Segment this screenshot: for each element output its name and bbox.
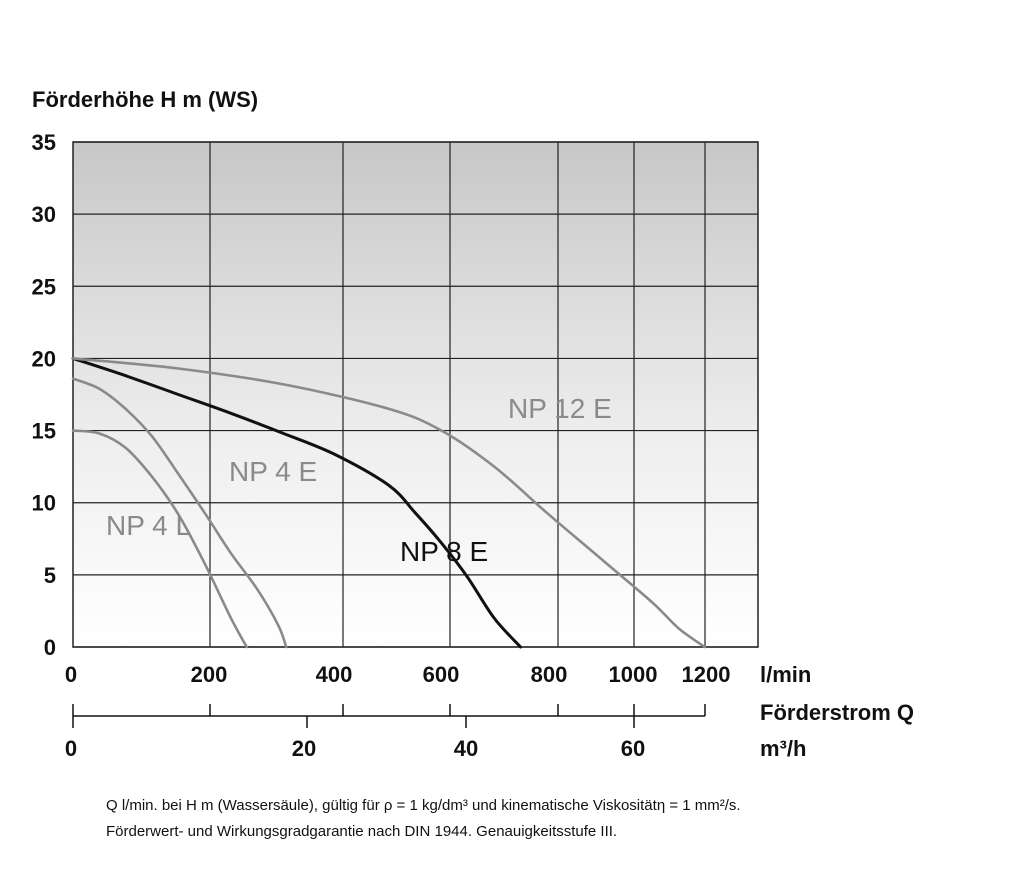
series-line-np-8-e [71, 356, 522, 649]
label-np-4-e: NP 4 E [229, 456, 317, 487]
x-tick-label-primary: 200 [191, 662, 228, 687]
x-unit-secondary: m³/h [760, 736, 806, 761]
y-tick-label: 10 [32, 491, 56, 516]
series-line-np-4-l [71, 429, 248, 649]
series-line-np-4-e [71, 377, 288, 649]
label-np-8-e: NP 8 E [400, 536, 488, 567]
label-np-12-e: NP 12 E [508, 393, 612, 424]
x-axis-secondary: 0 20 40 60 [65, 704, 706, 761]
y-tick-label: 20 [32, 346, 56, 371]
x-tick-label-primary: 800 [531, 662, 568, 687]
footnote-line-2: Förderwert- und Wirkungsgradgarantie nac… [106, 823, 618, 840]
label-np-4-l: NP 4 L [106, 510, 191, 541]
y-ticks: 35 30 25 20 15 10 5 0 [32, 130, 56, 660]
y-tick-label: 5 [44, 563, 56, 588]
series-line-np-12-e [71, 357, 707, 649]
x-tick-label-secondary: 60 [621, 736, 645, 761]
x-ticks-primary: 0 200 400 600 800 1000 1200 [65, 662, 731, 687]
y-tick-label: 35 [32, 130, 56, 155]
x-tick-label-primary: 0 [65, 662, 77, 687]
plot-area [73, 142, 758, 647]
y-tick-label: 25 [32, 274, 56, 299]
y-axis-label: Förderhöhe H m (WS) [32, 87, 258, 112]
x-tick-label-secondary: 0 [65, 736, 77, 761]
x-tick-label-primary: 400 [316, 662, 353, 687]
y-tick-label: 0 [44, 635, 56, 660]
x-tick-label-primary: 600 [423, 662, 460, 687]
x-tick-label-primary: 1200 [682, 662, 731, 687]
x-unit-primary: l/min [760, 662, 811, 687]
x-tick-label-primary: 1000 [609, 662, 658, 687]
curves [71, 356, 707, 649]
x-tick-label-secondary: 20 [292, 736, 316, 761]
y-tick-label: 15 [32, 419, 56, 444]
y-tick-label: 30 [32, 202, 56, 227]
footnote-line-1: Q l/min. bei H m (Wassersäule), gültig f… [106, 797, 741, 814]
plot-border [72, 141, 759, 648]
pump-curve-chart: 35 30 25 20 15 10 5 0 0 200 400 600 800 1000 1200 0 20… [32, 87, 915, 761]
x-axis-label: Förderstrom Q [760, 700, 914, 725]
x-tick-label-secondary: 40 [454, 736, 478, 761]
